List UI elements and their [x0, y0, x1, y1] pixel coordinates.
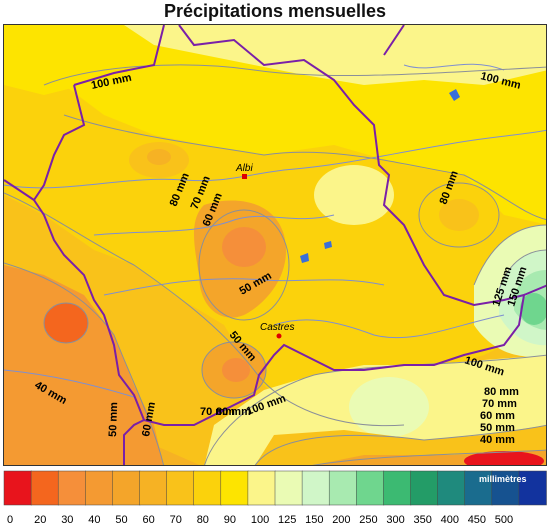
legend-tick: 60: [143, 514, 155, 526]
zone-southwest-core: [44, 303, 88, 343]
legend-bin: [30, 470, 59, 506]
rivers: [4, 63, 546, 398]
legend-bin: [3, 470, 32, 506]
legend-ticks: 0 20 30 40 50 60 70 80 90 100 125 150 200 250 300 350 40…: [7, 514, 513, 526]
legend-tick: 100: [251, 514, 269, 526]
contour-label: 70 mm: [482, 398, 517, 410]
contour-label: 60 mm: [480, 410, 515, 422]
legend-bin: [410, 470, 439, 506]
legend-tick: 70: [170, 514, 182, 526]
legend-bins: [3, 470, 547, 506]
legend-bin: [301, 470, 330, 506]
contour-label: 60 mm: [140, 401, 158, 438]
regional-boundary: [4, 25, 546, 296]
isohyets: [4, 64, 546, 465]
legend-tick: 200: [332, 514, 350, 526]
city-label: Albi: [235, 163, 253, 174]
zone-dry-core: [222, 227, 266, 267]
color-legend: millimètres 0 20 30 40 50 60 70 80 90 100 125 150 20…: [3, 470, 547, 526]
department-boundary: [32, 25, 526, 465]
city-albi: Albi: [235, 163, 253, 179]
legend-bin: [518, 470, 547, 506]
legend-tick: 20: [34, 514, 46, 526]
legend-bin: [437, 470, 466, 506]
legend-bin: [112, 470, 141, 506]
contour-label: 80 mm: [484, 386, 519, 398]
zone-south-center-core: [222, 358, 250, 382]
legend-tick: 125: [278, 514, 296, 526]
zone-northeast-90: [439, 199, 479, 231]
legend-bin: [328, 470, 358, 506]
legend-bin: [85, 470, 114, 506]
zone-east-250: [520, 293, 546, 325]
legend-bin: [193, 470, 222, 506]
zone-southwest: [4, 265, 164, 465]
city-marker: [276, 333, 282, 339]
lake: [449, 89, 460, 101]
lake: [300, 253, 309, 263]
contour-label: 40 mm: [480, 434, 515, 446]
legend-tick: 90: [224, 514, 236, 526]
city-label: Castres: [260, 322, 294, 333]
zone-center-north-inner: [147, 149, 171, 165]
contour-label: 80 mm: [216, 406, 251, 418]
zone-southeast-pale: [349, 377, 429, 437]
legend-tick: 500: [495, 514, 513, 526]
legend-tick: 250: [359, 514, 377, 526]
legend-bin: [247, 470, 276, 506]
legend-bin: [166, 470, 195, 506]
legend-bin: [274, 470, 303, 506]
zone-east-100: [314, 165, 394, 225]
legend-tick: 30: [61, 514, 73, 526]
city-castres: Castres: [260, 322, 294, 339]
legend-bin: [356, 470, 385, 506]
legend-bin: [464, 470, 493, 506]
precipitation-map[interactable]: 100 mm 100 mm 80 mm 70 mm 60 mm 80 mm 50…: [3, 24, 547, 466]
legend-bin: [220, 470, 249, 506]
legend-bin: [139, 470, 168, 506]
zone-100-125-northwest: [4, 25, 114, 95]
legend-tick: 300: [386, 514, 404, 526]
city-marker: [242, 174, 247, 179]
legend-tick: 350: [414, 514, 432, 526]
legend-tick: 150: [305, 514, 323, 526]
legend-bin: [491, 470, 520, 506]
contour-label: 70 mm: [200, 406, 235, 418]
contour-label: 50 mm: [107, 402, 120, 437]
legend-tick: 400: [441, 514, 459, 526]
zone-south-red: [464, 451, 544, 465]
legend-tick: 40: [88, 514, 100, 526]
legend-tick: 0: [7, 514, 13, 526]
map-title: Précipitations mensuelles: [163, 1, 387, 21]
legend-tick: 80: [197, 514, 209, 526]
legend-bin: [383, 470, 412, 506]
legend-tick: 450: [468, 514, 486, 526]
lake: [324, 241, 332, 249]
legend-tick: 50: [115, 514, 127, 526]
legend-unit: millimètres: [479, 474, 527, 484]
legend-bin: [57, 470, 87, 506]
contour-label: 50 mm: [480, 422, 515, 434]
